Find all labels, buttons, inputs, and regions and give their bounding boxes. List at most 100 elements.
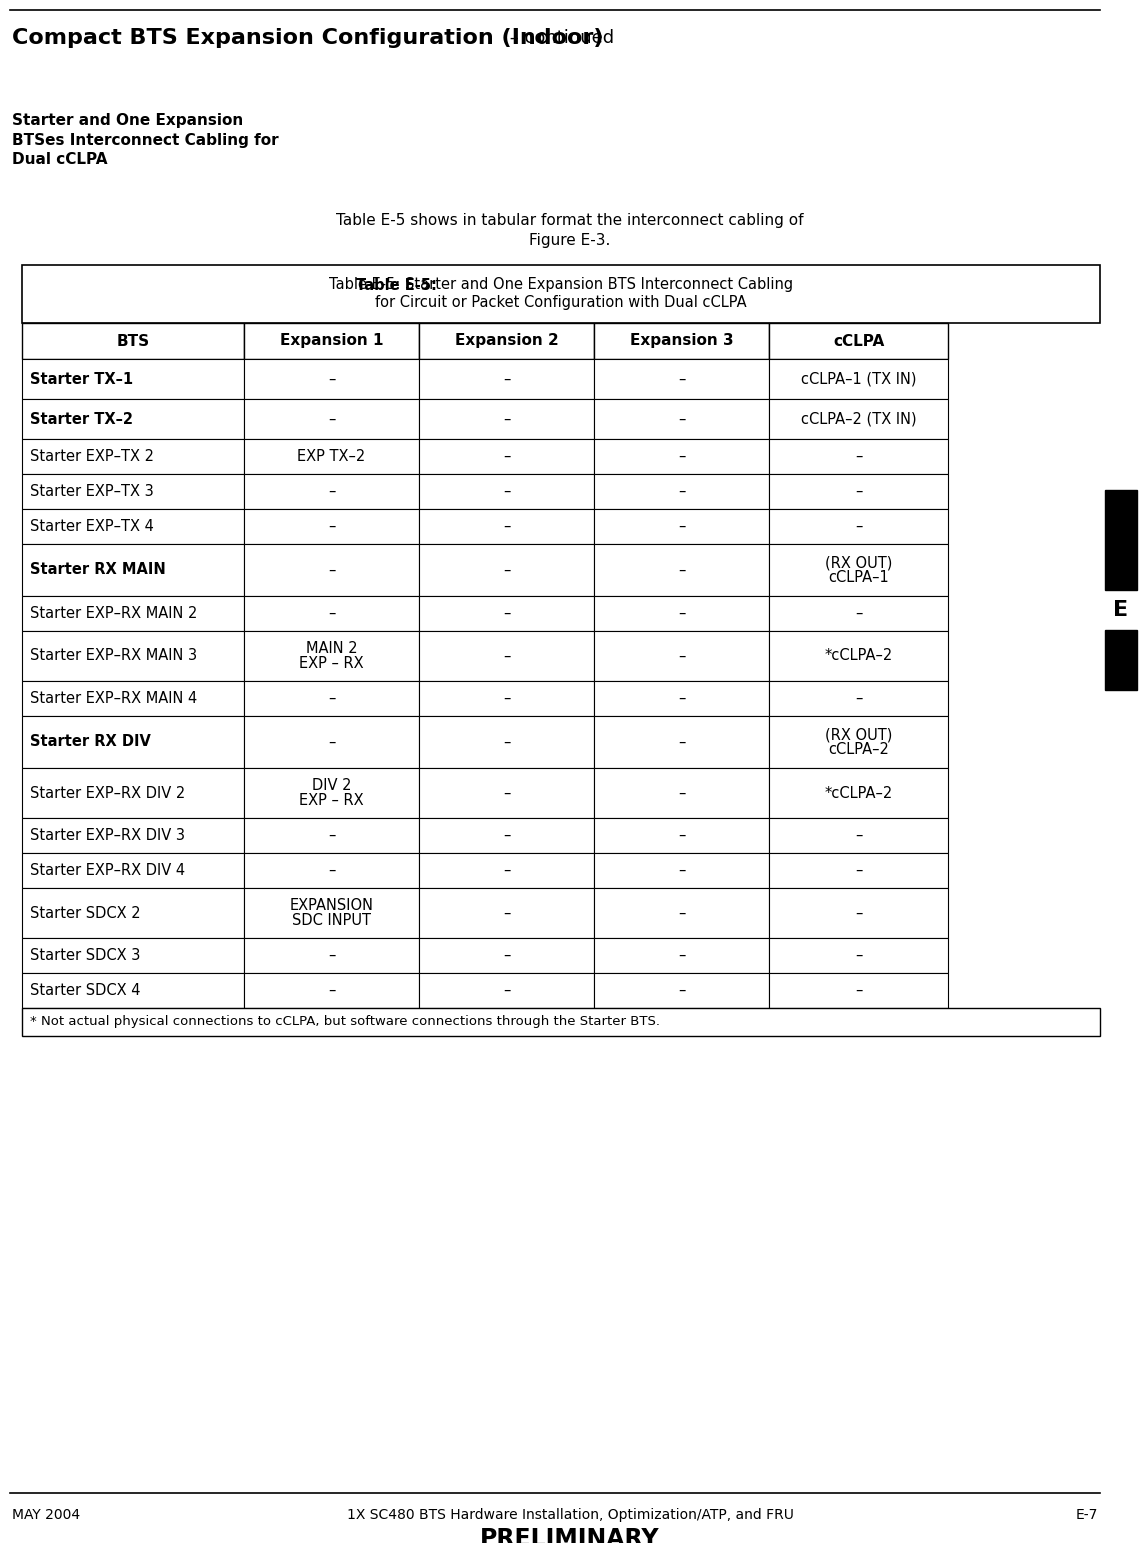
Bar — [244, 440, 420, 474]
Bar — [594, 360, 770, 400]
Text: Starter SDCX 3: Starter SDCX 3 — [30, 947, 140, 963]
Text: Compact BTS Expansion Configuration (Indoor): Compact BTS Expansion Configuration (Ind… — [13, 28, 603, 48]
Bar — [22, 596, 244, 631]
Text: Starter EXP–TX 3: Starter EXP–TX 3 — [30, 485, 154, 498]
Bar — [420, 853, 594, 889]
Text: Starter EXP–TX 4: Starter EXP–TX 4 — [30, 518, 154, 534]
Bar — [420, 596, 594, 631]
Text: –: – — [855, 947, 862, 963]
Text: EXP TX–2: EXP TX–2 — [298, 449, 366, 464]
Text: (RX OUT): (RX OUT) — [825, 555, 893, 569]
Text: –: – — [678, 691, 685, 707]
Bar — [22, 716, 244, 768]
Bar — [770, 440, 948, 474]
Text: –: – — [678, 485, 685, 498]
Text: –: – — [328, 863, 335, 878]
Text: –: – — [328, 734, 335, 750]
Bar — [770, 596, 948, 631]
Text: –: – — [503, 785, 511, 801]
Bar — [420, 768, 594, 818]
Bar — [244, 322, 420, 360]
Text: BTSes Interconnect Cabling for: BTSes Interconnect Cabling for — [13, 133, 278, 148]
Text: –: – — [855, 449, 862, 464]
Text: Starter TX–2: Starter TX–2 — [30, 412, 133, 426]
Text: Table E-5:: Table E-5: — [356, 278, 437, 293]
Bar — [244, 631, 420, 680]
Text: – continued: – continued — [504, 29, 614, 46]
Text: –: – — [678, 863, 685, 878]
Text: –: – — [503, 372, 511, 386]
Text: Starter RX MAIN: Starter RX MAIN — [30, 563, 165, 577]
Bar — [22, 440, 244, 474]
Text: –: – — [328, 829, 335, 842]
Text: EXPANSION: EXPANSION — [290, 898, 374, 913]
Text: –: – — [503, 412, 511, 426]
Bar — [22, 818, 244, 853]
Bar — [770, 545, 948, 596]
Text: Starter EXP–RX DIV 3: Starter EXP–RX DIV 3 — [30, 829, 185, 842]
Bar — [22, 938, 244, 974]
Bar — [420, 818, 594, 853]
Text: –: – — [678, 947, 685, 963]
Text: EXP – RX: EXP – RX — [299, 793, 364, 809]
Text: Starter EXP–RX DIV 2: Starter EXP–RX DIV 2 — [30, 785, 185, 801]
Bar — [420, 322, 594, 360]
Text: –: – — [503, 606, 511, 620]
Text: Starter TX–1: Starter TX–1 — [30, 372, 133, 386]
Text: Starter SDCX 4: Starter SDCX 4 — [30, 983, 140, 998]
Text: –: – — [503, 648, 511, 663]
Bar — [244, 768, 420, 818]
Bar — [420, 680, 594, 716]
Text: –: – — [678, 606, 685, 620]
Bar — [22, 1008, 1100, 1035]
Text: BTS: BTS — [116, 333, 149, 349]
Text: –: – — [678, 372, 685, 386]
Bar — [420, 360, 594, 400]
Bar — [594, 818, 770, 853]
Text: E: E — [1114, 600, 1129, 620]
Text: cCLPA–1: cCLPA–1 — [828, 569, 889, 585]
Bar — [244, 818, 420, 853]
Text: DIV 2: DIV 2 — [311, 778, 351, 793]
Text: –: – — [503, 983, 511, 998]
Text: –: – — [678, 906, 685, 921]
Bar — [594, 545, 770, 596]
Text: –: – — [678, 648, 685, 663]
Text: Starter EXP–RX MAIN 3: Starter EXP–RX MAIN 3 — [30, 648, 197, 663]
Bar — [770, 400, 948, 440]
Text: Starter EXP–RX MAIN 4: Starter EXP–RX MAIN 4 — [30, 691, 197, 707]
Text: –: – — [855, 606, 862, 620]
Text: Starter EXP–RX DIV 4: Starter EXP–RX DIV 4 — [30, 863, 185, 878]
Text: cCLPA–2 (TX IN): cCLPA–2 (TX IN) — [800, 412, 917, 426]
Bar — [770, 631, 948, 680]
Bar — [594, 631, 770, 680]
Text: –: – — [503, 863, 511, 878]
Text: –: – — [328, 412, 335, 426]
Bar — [770, 509, 948, 545]
Text: –: – — [503, 829, 511, 842]
Bar — [770, 974, 948, 1008]
Bar — [770, 716, 948, 768]
Bar — [770, 818, 948, 853]
Bar — [420, 889, 594, 938]
Text: –: – — [328, 606, 335, 620]
Text: –: – — [503, 449, 511, 464]
Text: –: – — [328, 691, 335, 707]
Bar — [420, 400, 594, 440]
Bar — [22, 265, 1100, 322]
Bar — [22, 853, 244, 889]
Text: Starter SDCX 2: Starter SDCX 2 — [30, 906, 140, 921]
Bar — [22, 509, 244, 545]
Text: –: – — [328, 983, 335, 998]
Text: –: – — [503, 734, 511, 750]
Text: –: – — [678, 518, 685, 534]
Bar — [420, 716, 594, 768]
Text: –: – — [678, 734, 685, 750]
Text: –: – — [503, 906, 511, 921]
Bar — [420, 440, 594, 474]
Bar — [22, 474, 244, 509]
Text: –: – — [678, 449, 685, 464]
Bar — [22, 545, 244, 596]
Bar — [770, 853, 948, 889]
Bar — [594, 716, 770, 768]
